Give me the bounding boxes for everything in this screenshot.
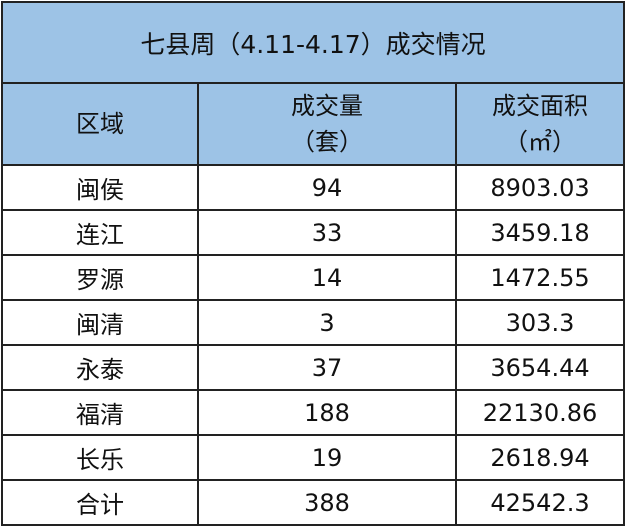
header-area-line2: （㎡） [504,128,576,156]
header-area-line1: 成交面积 [492,92,588,120]
cell-region: 福清 [1,389,199,436]
cell-region: 闽清 [1,299,199,346]
cell-area: 3654.44 [454,344,625,391]
header-region: 区域 [1,82,199,166]
cell-region: 罗源 [1,254,199,301]
table-title: 七县周（4.11-4.17）成交情况 [0,1,625,84]
table-row: 罗源 14 1472.55 [1,254,625,301]
cell-region: 连江 [1,209,199,256]
cell-volume: 33 [197,209,457,256]
cell-area: 8903.03 [454,164,625,211]
cell-region: 永泰 [1,344,199,391]
cell-area: 303.3 [454,299,625,346]
table-row: 合计 388 42542.3 [1,479,625,526]
header-area: 成交面积 （㎡） [454,82,625,166]
table-row: 永泰 37 3654.44 [1,344,625,391]
cell-area: 1472.55 [454,254,625,301]
header-row: 区域 成交量 （套） 成交面积 （㎡） [1,82,625,166]
cell-area: 3459.18 [454,209,625,256]
cell-volume: 388 [197,479,457,526]
title-row: 七县周（4.11-4.17）成交情况 [0,1,625,84]
table-row: 福清 188 22130.86 [1,389,625,436]
cell-volume: 14 [197,254,457,301]
cell-region: 合计 [1,479,199,526]
header-volume-line2: （套） [291,128,363,156]
cell-volume: 188 [197,389,457,436]
header-volume-line1: 成交量 [291,92,363,120]
table-row: 闽侯 94 8903.03 [1,164,625,211]
cell-area: 22130.86 [454,389,625,436]
cell-area: 2618.94 [454,434,625,481]
cell-region: 长乐 [1,434,199,481]
header-volume: 成交量 （套） [197,82,457,166]
cell-volume: 94 [197,164,457,211]
table-row: 连江 33 3459.18 [1,209,625,256]
table-row: 闽清 3 303.3 [1,299,625,346]
cell-volume: 37 [197,344,457,391]
cell-area: 42542.3 [454,479,625,526]
cell-volume: 3 [197,299,457,346]
cell-region: 闽侯 [1,164,199,211]
cell-volume: 19 [197,434,457,481]
table-row: 长乐 19 2618.94 [1,434,625,481]
